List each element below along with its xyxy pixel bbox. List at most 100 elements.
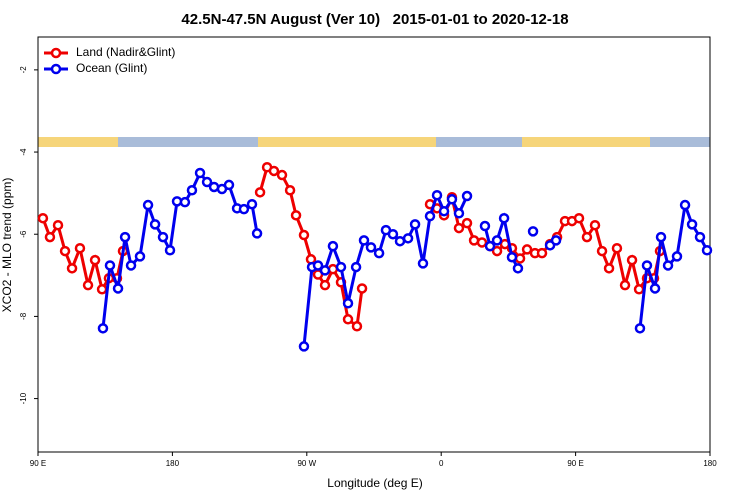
y-tick-label: -2	[19, 66, 28, 74]
data-point	[350, 261, 362, 273]
y-tick-label: -6	[19, 230, 28, 238]
data-point	[701, 245, 713, 256]
x-tick-label: 180	[166, 459, 180, 468]
y-tick-label: -4	[19, 148, 28, 156]
x-tick-label: 180	[703, 459, 717, 468]
data-point	[112, 283, 124, 294]
data-point	[142, 199, 154, 211]
legend-marker	[50, 47, 62, 59]
data-point	[149, 219, 161, 230]
data-point	[417, 258, 429, 269]
data-point	[649, 283, 661, 294]
data-point	[679, 199, 691, 211]
data-point	[446, 194, 458, 205]
data-point	[319, 279, 331, 291]
data-point	[655, 231, 667, 243]
data-point	[59, 245, 71, 257]
data-point	[573, 212, 585, 224]
data-point	[634, 323, 646, 334]
data-point	[298, 341, 310, 352]
data-point	[125, 260, 137, 271]
data-point	[223, 179, 235, 191]
data-point	[97, 323, 109, 334]
data-point	[276, 169, 288, 181]
data-point	[527, 226, 539, 237]
data-point	[603, 263, 615, 274]
data-point	[626, 254, 638, 266]
data-point	[327, 263, 339, 275]
land-ocean-strip	[38, 137, 710, 147]
data-point	[536, 247, 548, 259]
data-point	[194, 167, 206, 179]
data-point	[82, 279, 94, 291]
data-point	[335, 261, 347, 273]
data-point	[476, 237, 488, 248]
data-point	[37, 212, 49, 224]
y-axis-label: XCO2 - MLO trend (ppm)	[0, 178, 14, 313]
data-point	[633, 284, 645, 295]
data-point	[104, 260, 116, 271]
data-point	[498, 212, 510, 224]
data-point	[686, 219, 698, 230]
data-point	[251, 228, 263, 239]
data-point	[254, 187, 266, 198]
data-point	[342, 298, 354, 309]
data-point	[402, 233, 414, 244]
data-point	[641, 260, 653, 271]
data-point	[694, 231, 706, 243]
data-point	[387, 228, 399, 240]
x-tick-label: 90 E	[30, 459, 46, 468]
data-point	[268, 165, 280, 177]
data-point	[358, 235, 370, 246]
data-point	[521, 244, 533, 255]
legend-label: Ocean (Glint)	[76, 61, 147, 75]
data-point	[550, 235, 562, 246]
legend-label: Land (Nadir&Glint)	[76, 45, 175, 59]
data-point	[342, 314, 354, 325]
chart-title: 42.5N-47.5N August (Ver 10) 2015-01-01 t…	[181, 11, 568, 28]
data-point	[662, 260, 674, 271]
data-point	[201, 176, 213, 188]
x-tick-label: 90 E	[567, 459, 583, 468]
data-point	[246, 198, 258, 210]
plot-frame	[37, 36, 711, 453]
data-point	[491, 235, 503, 246]
data-point	[611, 242, 623, 254]
data-point	[119, 231, 131, 243]
data-point	[479, 220, 491, 232]
legend-marker	[50, 63, 62, 75]
data-point	[394, 235, 406, 247]
data-point	[290, 210, 302, 221]
data-point	[179, 196, 191, 208]
data-point	[186, 185, 198, 196]
data-point	[512, 263, 524, 274]
data-point	[461, 190, 473, 202]
data-point	[157, 231, 169, 243]
data-point	[66, 263, 78, 274]
data-point	[134, 251, 146, 262]
data-point	[238, 203, 250, 215]
data-point	[484, 240, 496, 252]
data-point	[506, 251, 518, 263]
data-point	[424, 210, 436, 222]
data-point	[431, 189, 443, 201]
data-point	[409, 219, 421, 230]
x-tick-label: 90 W	[297, 459, 316, 468]
y-tick-label: -10	[19, 392, 28, 404]
data-point	[589, 219, 601, 231]
data-point	[96, 284, 108, 295]
data-point	[89, 254, 101, 266]
data-point	[514, 253, 526, 264]
data-point	[284, 185, 296, 196]
data-point	[74, 242, 86, 254]
data-point	[581, 231, 593, 243]
x-tick-label: 0	[439, 459, 444, 468]
series-line	[638, 204, 709, 329]
data-point	[453, 208, 465, 219]
data-point	[356, 283, 368, 294]
y-tick-label: -8	[19, 312, 28, 320]
data-point	[44, 231, 56, 243]
data-point	[453, 222, 465, 234]
data-point	[164, 245, 176, 256]
